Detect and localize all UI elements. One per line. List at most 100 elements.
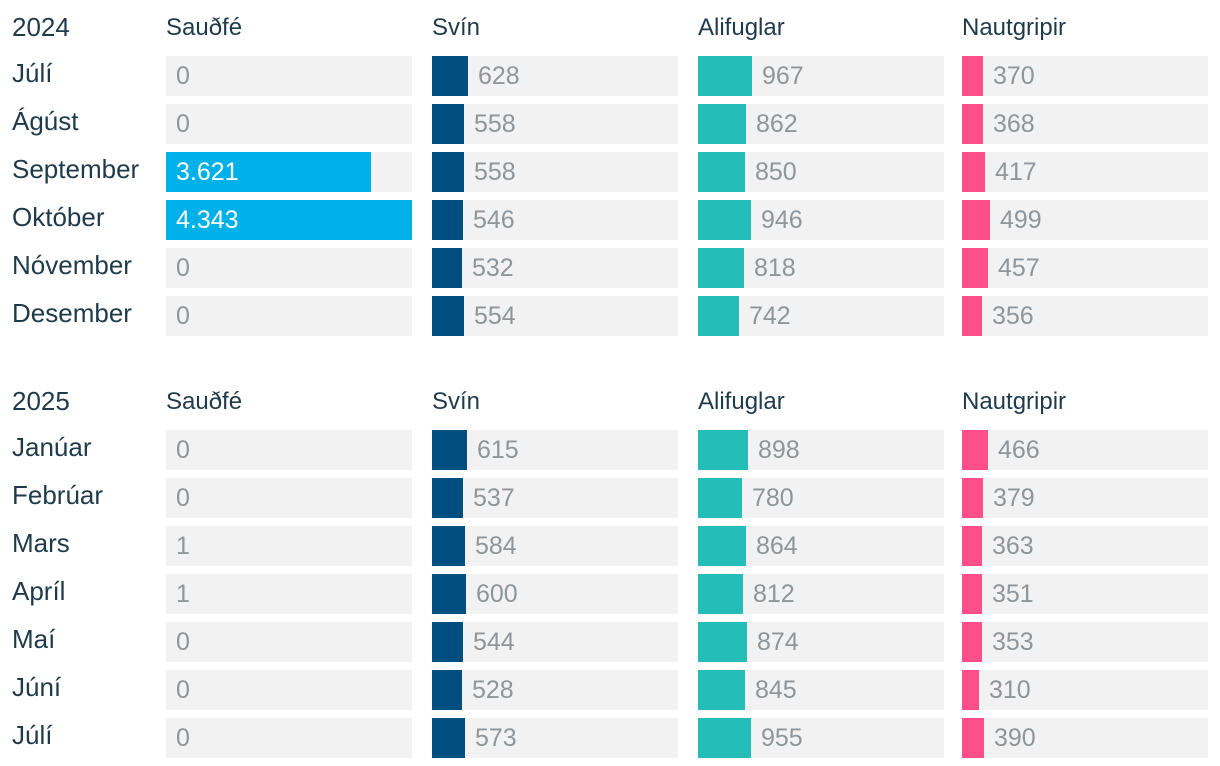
data-label-cattle: 351 bbox=[992, 580, 1034, 608]
cell-pigs: 558 bbox=[432, 104, 678, 144]
cell-poultry: 818 bbox=[698, 248, 944, 288]
bar-cattle bbox=[962, 248, 988, 288]
data-label-poultry: 874 bbox=[757, 628, 799, 656]
row-label: September bbox=[12, 154, 140, 184]
bar-sheep bbox=[166, 200, 412, 240]
data-label-poultry: 946 bbox=[761, 206, 803, 234]
data-label-pigs: 573 bbox=[475, 724, 517, 752]
bar-pigs bbox=[432, 622, 463, 662]
cell-cattle: 310 bbox=[962, 670, 1208, 710]
bar-pigs bbox=[432, 718, 465, 758]
data-label-pigs: 537 bbox=[473, 484, 515, 512]
cell-cattle: 353 bbox=[962, 622, 1208, 662]
cell-sheep: 1 bbox=[166, 526, 412, 566]
data-label-sheep: 0 bbox=[176, 254, 190, 282]
data-label-cattle: 379 bbox=[993, 484, 1035, 512]
column-header-pigs: Svín bbox=[432, 14, 481, 41]
cell-sheep: 3.621 bbox=[166, 152, 412, 192]
bar-pigs bbox=[432, 248, 462, 288]
cell-pigs: 532 bbox=[432, 248, 678, 288]
data-label-sheep: 0 bbox=[176, 724, 190, 752]
cell-sheep: 0 bbox=[166, 478, 412, 518]
cell-poultry: 955 bbox=[698, 718, 944, 758]
bar-cattle bbox=[962, 200, 990, 240]
bar-pigs bbox=[432, 200, 463, 240]
cell-cattle: 363 bbox=[962, 526, 1208, 566]
row-label: Október bbox=[12, 202, 105, 232]
bar-poultry bbox=[698, 622, 747, 662]
bar-cattle bbox=[962, 622, 982, 662]
data-label-poultry: 864 bbox=[756, 532, 798, 560]
year-label: 2025 bbox=[12, 386, 70, 416]
bar-pigs bbox=[432, 104, 464, 144]
cell-cattle: 370 bbox=[962, 56, 1208, 96]
cell-sheep: 0 bbox=[166, 670, 412, 710]
bar-poultry bbox=[698, 670, 745, 710]
cell-pigs: 584 bbox=[432, 526, 678, 566]
data-label-cattle: 310 bbox=[989, 676, 1031, 704]
bar-poultry bbox=[698, 430, 748, 470]
bar-cattle bbox=[962, 574, 982, 614]
cell-sheep: 0 bbox=[166, 56, 412, 96]
cell-sheep: 0 bbox=[166, 104, 412, 144]
cell-poultry: 864 bbox=[698, 526, 944, 566]
row-label: Júní bbox=[12, 672, 62, 702]
cell-pigs: 615 bbox=[432, 430, 678, 470]
data-label-sheep: 0 bbox=[176, 484, 190, 512]
cell-cattle: 499 bbox=[962, 200, 1208, 240]
column-header-pigs: Svín bbox=[432, 388, 481, 415]
column-header-poultry: Alifuglar bbox=[698, 14, 785, 41]
row-label: Nóvember bbox=[12, 250, 132, 280]
data-label-cattle: 368 bbox=[993, 110, 1035, 138]
bar-poultry bbox=[698, 248, 744, 288]
bar-poultry bbox=[698, 104, 746, 144]
data-label-cattle: 417 bbox=[995, 158, 1037, 186]
bar-cattle bbox=[962, 670, 979, 710]
bar-sheep bbox=[166, 152, 371, 192]
row-label: Febrúar bbox=[12, 480, 104, 510]
data-label-cattle: 363 bbox=[992, 532, 1034, 560]
bar-cattle bbox=[962, 478, 983, 518]
data-label-sheep: 0 bbox=[176, 302, 190, 330]
bar-pigs bbox=[432, 296, 464, 336]
bar-poultry bbox=[698, 526, 746, 566]
bar-cattle bbox=[962, 526, 982, 566]
cell-pigs: 544 bbox=[432, 622, 678, 662]
bar-poultry bbox=[698, 478, 742, 518]
data-label-sheep: 0 bbox=[176, 62, 190, 90]
column-header-cattle: Nautgripir bbox=[962, 14, 1067, 41]
cell-pigs: 537 bbox=[432, 478, 678, 518]
bar-poultry bbox=[698, 152, 745, 192]
data-label-sheep: 0 bbox=[176, 676, 190, 704]
cell-pigs: 628 bbox=[432, 56, 678, 96]
cell-poultry: 874 bbox=[698, 622, 944, 662]
data-label-pigs: 532 bbox=[472, 254, 514, 282]
data-label-sheep: 0 bbox=[176, 436, 190, 464]
row-label: Janúar bbox=[12, 432, 92, 462]
cell-sheep: 4.343 bbox=[166, 200, 412, 240]
bar-cattle bbox=[962, 152, 985, 192]
cell-poultry: 780 bbox=[698, 478, 944, 518]
bar-pigs bbox=[432, 56, 468, 96]
data-label-poultry: 862 bbox=[756, 110, 798, 138]
data-label-sheep: 4.343 bbox=[176, 206, 239, 234]
row-label: Júlí bbox=[12, 720, 53, 750]
data-label-sheep: 3.621 bbox=[176, 158, 239, 186]
cell-pigs: 573 bbox=[432, 718, 678, 758]
bar-cattle bbox=[962, 56, 983, 96]
bar-cattle bbox=[962, 718, 984, 758]
data-label-pigs: 600 bbox=[476, 580, 518, 608]
data-label-pigs: 554 bbox=[474, 302, 516, 330]
bar-poultry bbox=[698, 574, 743, 614]
cell-poultry: 812 bbox=[698, 574, 944, 614]
cell-poultry: 845 bbox=[698, 670, 944, 710]
cell-sheep: 0 bbox=[166, 622, 412, 662]
year-label: 2024 bbox=[12, 12, 70, 42]
data-label-pigs: 558 bbox=[474, 110, 516, 138]
data-label-poultry: 812 bbox=[753, 580, 795, 608]
data-label-poultry: 955 bbox=[761, 724, 803, 752]
bar-poultry bbox=[698, 200, 751, 240]
cell-poultry: 946 bbox=[698, 200, 944, 240]
cell-cattle: 379 bbox=[962, 478, 1208, 518]
cell-cattle: 466 bbox=[962, 430, 1208, 470]
